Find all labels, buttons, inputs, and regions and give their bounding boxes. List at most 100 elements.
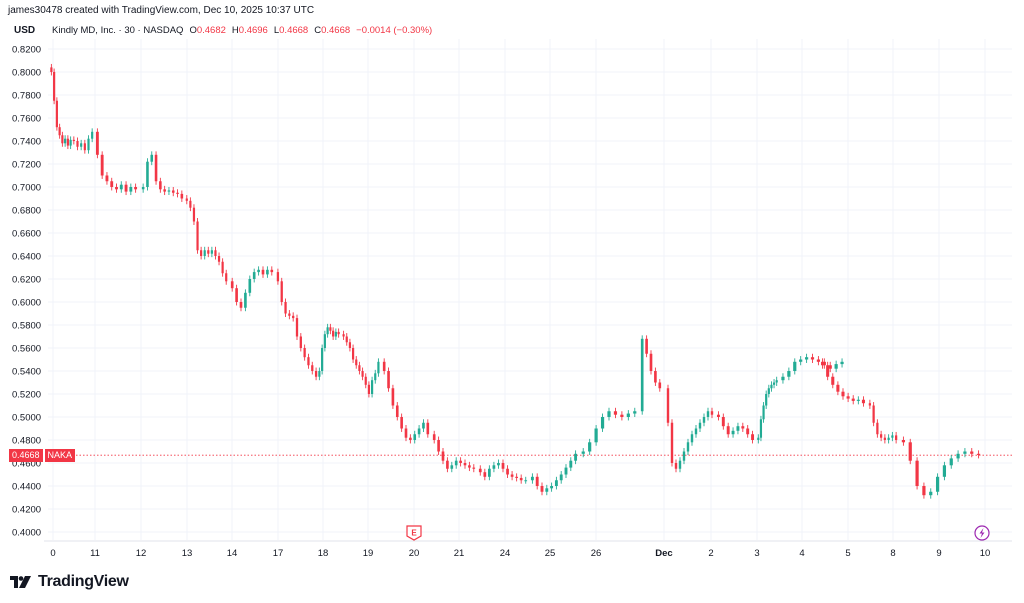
candle-body [501,463,505,469]
candle-body [620,414,624,417]
candle-body [146,161,149,187]
candle-body [856,399,860,401]
candle-body [167,190,171,192]
candle-body [868,403,871,406]
candles [50,63,981,499]
candle-body [468,465,471,468]
event-markers: E [406,525,990,541]
x-tick-label: 5 [845,548,850,559]
candle-body [53,72,56,101]
candle-body [66,138,69,146]
candle-body [323,334,326,348]
candle-body [658,382,662,389]
x-tick-label: 12 [136,548,147,559]
candle-body [478,468,482,473]
earnings-flag-icon [406,525,422,541]
candle-body [492,465,496,469]
time-axis: 0 11 12 13 14 17 18 19 20 21 24 25 26 Dec 2 3 4 5 8 9 10 [44,540,1012,559]
x-tick-label: 4 [799,548,804,559]
tradingview-logo[interactable]: TradingView [10,573,129,591]
y-tick-label: 0.6800 [12,206,41,217]
candle-body [821,361,825,366]
candle-body [426,422,430,435]
candle-body [540,486,544,492]
x-tick-label: 21 [454,548,465,559]
candle-body [942,465,947,477]
open-value: 0.4682 [196,25,226,36]
candle-body [883,437,886,440]
candle-body [574,453,578,461]
candle-body [119,184,123,190]
candle-body [150,154,154,162]
last-price-value: 0.4668 [9,449,43,462]
candle-body [519,477,523,481]
candle-body [670,422,674,463]
candle-body [58,127,61,136]
candle-body [949,458,953,466]
currency-label[interactable]: USD [14,25,36,36]
candle-body [76,141,79,147]
candle-body [374,373,377,381]
candle-body [594,428,598,443]
x-tick-label: 0 [50,548,55,559]
candle-body [731,430,735,435]
candle-body [550,486,554,489]
candle-body [217,256,221,262]
candle-body [710,411,714,415]
price-axis: 0.8200 0.8000 0.7800 0.7600 0.7400 0.7200 0.70… [12,45,41,539]
candle-body [280,281,283,302]
tradingview-wordmark: TradingView [38,573,129,590]
candle-body [124,184,128,192]
y-tick-label: 0.6200 [12,275,41,286]
y-tick-label: 0.7600 [12,114,41,125]
candle-body [257,269,260,273]
x-tick-label: Dec [655,548,672,559]
y-tick-label: 0.8200 [12,45,41,56]
candle-body [459,460,462,463]
candle-body [351,348,355,360]
symbol-title[interactable]: Kindly MD, Inc. · 30 · NASDAQ [52,25,184,36]
candle-body [564,467,568,475]
open-label: O [189,25,197,36]
candle-body [678,460,682,469]
x-tick-label: 10 [980,548,991,559]
candle-body [607,411,611,417]
candle-body [270,269,274,273]
candle-body [891,435,894,438]
candle-body [288,313,291,316]
y-tick-label: 0.6600 [12,229,41,240]
close-label: C [314,25,322,36]
candle-body [654,371,657,383]
candle-body [626,413,630,417]
candle-body [185,198,188,201]
candle-body [404,428,408,438]
candle-body [395,405,399,417]
candle-body [345,336,348,343]
candle-body [559,474,563,481]
candle-body [83,143,86,151]
candle-body [230,281,234,289]
candle-body [299,336,302,348]
candle-body [370,380,374,394]
x-tick-label: 26 [591,548,602,559]
candle-body [413,434,417,440]
candle-body [450,465,454,469]
candle-body [326,327,329,335]
candle-body [61,135,64,144]
candle-body [105,175,109,182]
y-tick-label: 0.5200 [12,390,41,401]
candle-body [367,384,371,394]
candle-body [342,334,345,337]
candle-body [741,426,745,429]
y-tick-label: 0.5600 [12,344,41,355]
last-price-tag: 0.4668 NAKA [9,449,76,462]
candle-body [100,154,104,176]
candle-body [746,428,750,435]
candle-body [804,357,809,360]
candle-body [840,361,844,365]
candle-body [781,376,785,381]
candle-body [694,428,698,435]
candle-body [276,272,280,282]
candle-body [588,442,592,452]
candle-body [207,250,210,254]
